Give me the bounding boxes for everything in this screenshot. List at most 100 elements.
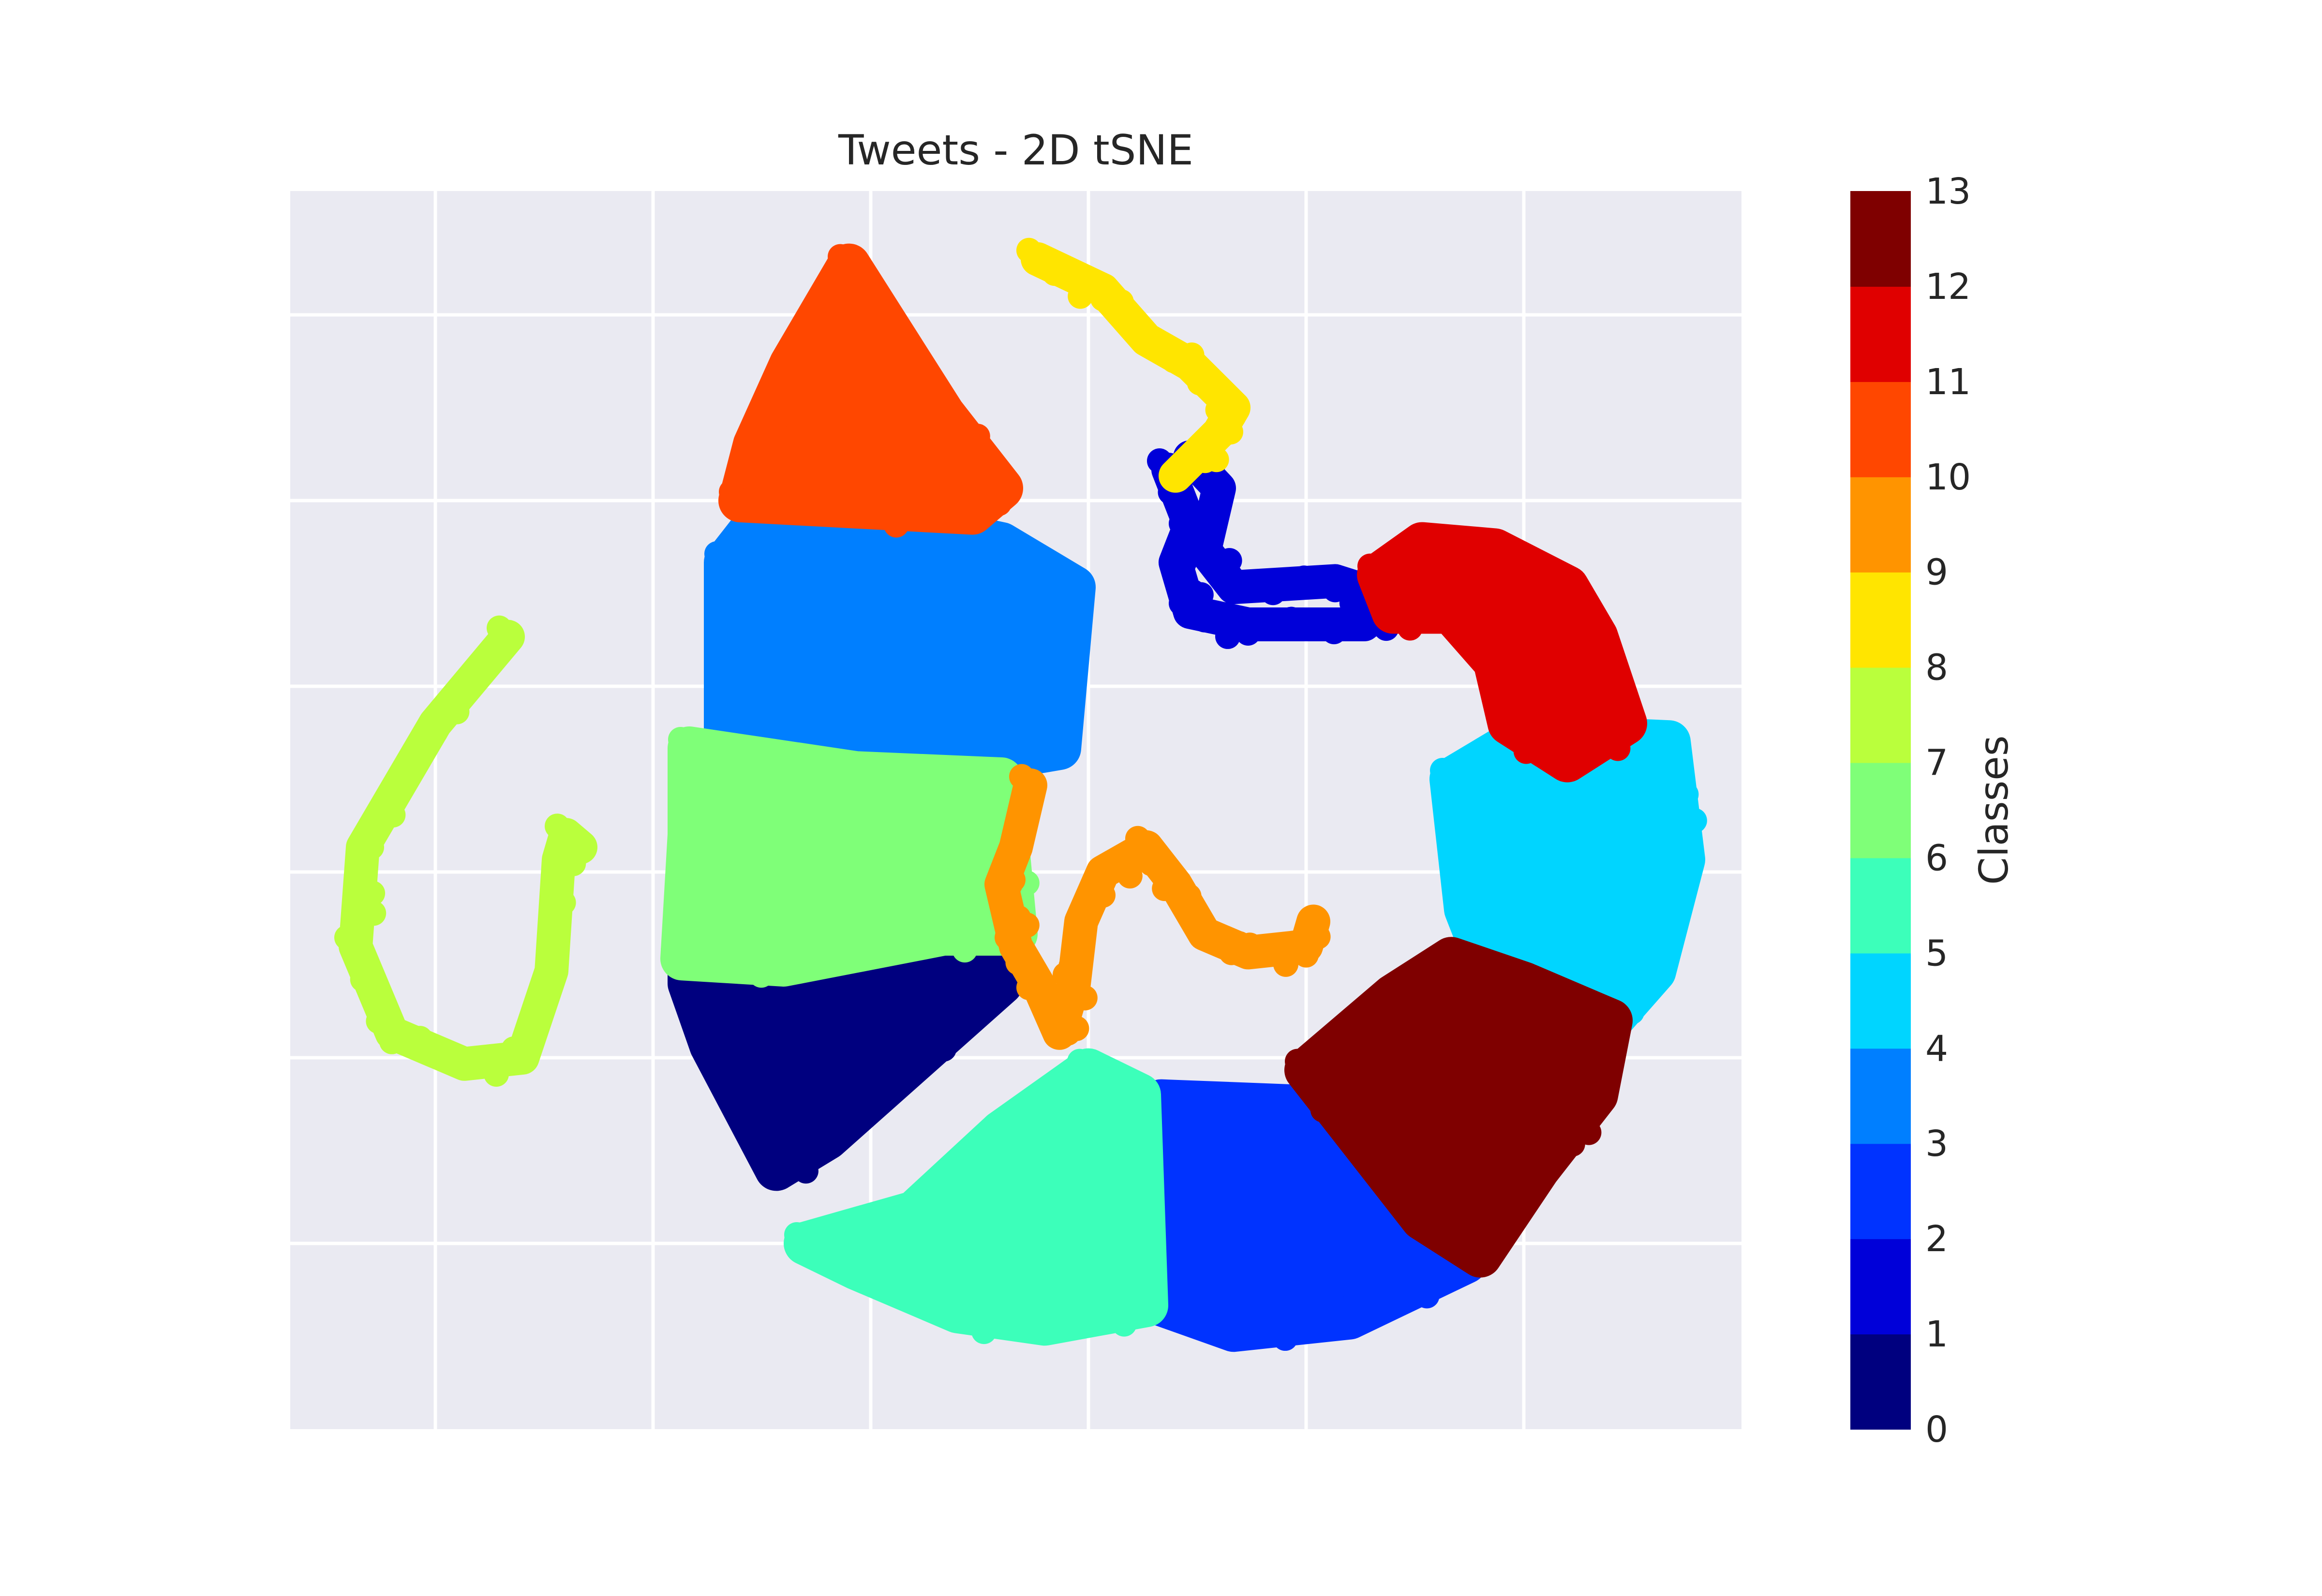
scatter-cluster-class-8 — [1016, 237, 1250, 493]
scatter-point — [366, 1008, 391, 1034]
colorbar-tick-label: 7 — [1925, 742, 1948, 784]
scatter-point — [1378, 581, 1403, 607]
scatter-cluster-class-11 — [1357, 522, 1647, 783]
scatter-point — [1176, 883, 1202, 909]
scatter-point — [728, 747, 754, 773]
scatter-point — [829, 949, 854, 975]
scatter-point — [1030, 1110, 1056, 1136]
scatter-point — [1278, 606, 1304, 632]
scatter-point — [914, 1279, 939, 1304]
scatter-point — [1250, 941, 1275, 967]
scatter-point — [997, 1119, 1023, 1145]
scatter-point — [1513, 739, 1539, 764]
colorbar-segment — [1850, 572, 1911, 668]
scatter-point — [1593, 1082, 1618, 1108]
scatter-point — [1188, 582, 1214, 607]
scatter-point — [965, 424, 990, 449]
scatter-point — [952, 937, 978, 963]
scatter-point — [865, 1226, 891, 1251]
scatter-point — [1008, 797, 1033, 823]
scatter-point — [1132, 1149, 1158, 1174]
scatter-cluster-class-4 — [1429, 714, 1707, 1043]
colorbar-segment — [1850, 1239, 1911, 1335]
scatter-point — [1371, 1289, 1397, 1315]
scatter-point — [661, 937, 686, 963]
scatter-point — [1063, 1076, 1089, 1101]
scatter-point — [1230, 1317, 1255, 1343]
scatter-point — [1090, 882, 1116, 908]
scatter-point — [1519, 562, 1545, 588]
scatter-point — [1475, 967, 1501, 992]
scatter-point — [1061, 583, 1087, 609]
scatter-point — [1138, 851, 1164, 876]
colorbar-tick-label: 3 — [1925, 1123, 1948, 1165]
scatter-point — [949, 772, 975, 798]
scatter-point — [1127, 1091, 1152, 1116]
scatter-point — [379, 1029, 404, 1054]
scatter-point — [811, 290, 837, 315]
scatter-point — [1200, 511, 1225, 537]
scatter-point — [1468, 614, 1494, 639]
scatter-point — [1227, 931, 1252, 957]
scatter-point — [789, 768, 814, 794]
scatter-point — [1622, 710, 1647, 736]
scatter-point — [667, 907, 692, 933]
scatter-point — [684, 770, 709, 796]
scatter-point — [539, 967, 564, 992]
scatter-point — [724, 1070, 750, 1095]
scatter-point — [924, 527, 950, 553]
colorbar-tick-label: 5 — [1925, 932, 1948, 974]
scatter-point — [997, 872, 1023, 897]
scatter-point — [1206, 484, 1232, 510]
colorbar-tick-label: 4 — [1925, 1028, 1948, 1069]
scatter-point — [679, 995, 704, 1021]
scatter-point — [1060, 624, 1085, 650]
scatter-point — [407, 1026, 433, 1051]
scatter-point — [1427, 965, 1452, 990]
scatter-point — [423, 719, 448, 745]
scatter-point — [1597, 1028, 1622, 1053]
scatter-point — [1517, 1148, 1542, 1173]
scatter-point — [1560, 1131, 1585, 1157]
scatter-point — [995, 925, 1020, 950]
scatter-point — [1172, 550, 1197, 575]
scatter-point — [1339, 590, 1365, 616]
scatter-point — [1665, 729, 1690, 755]
scatter-cluster-class-0 — [668, 906, 1023, 1191]
scatter-point — [825, 1237, 850, 1263]
scatter-point — [922, 392, 947, 418]
scatter-point — [1321, 619, 1347, 645]
scatter-point — [561, 846, 587, 872]
scatter-point — [380, 802, 406, 828]
colorbar-segment — [1850, 476, 1911, 573]
scatter-point — [1005, 950, 1031, 975]
scatter-point — [1610, 690, 1636, 716]
scatter-point — [699, 1041, 724, 1067]
colorbar-segment — [1850, 857, 1911, 954]
scatter-point — [1008, 549, 1034, 575]
scatter-point — [902, 1209, 927, 1234]
scatter-point — [1486, 753, 1512, 779]
scatter-point — [1125, 826, 1150, 851]
colorbar-segment — [1850, 381, 1911, 477]
scatter-point — [545, 916, 570, 941]
scatter-point — [350, 967, 375, 992]
chart-title: Tweets - 2D tSNE — [838, 126, 1193, 175]
scatter-point — [795, 336, 820, 361]
scatter-point — [1310, 1097, 1336, 1123]
scatter-point — [931, 930, 956, 955]
scatter-point — [1305, 924, 1331, 949]
colorbar-segment — [1850, 762, 1911, 858]
scatter-point — [935, 1167, 960, 1193]
scatter-point — [444, 699, 470, 724]
scatter-point — [1404, 965, 1429, 991]
scatter-point — [945, 1307, 970, 1333]
scatter-point — [1272, 1326, 1298, 1351]
scatter-point — [773, 1156, 798, 1182]
scatter-point — [864, 316, 890, 342]
scatter-point — [1111, 1311, 1137, 1337]
scatter-point — [1447, 946, 1473, 972]
scatter-point — [1497, 719, 1522, 745]
